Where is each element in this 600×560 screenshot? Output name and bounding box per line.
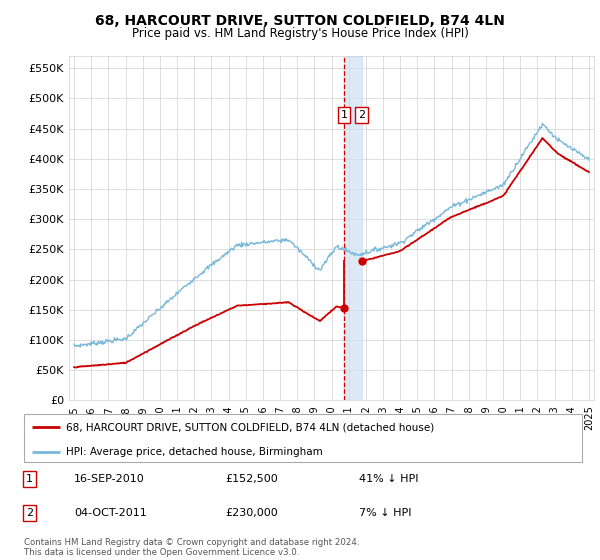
FancyBboxPatch shape [24, 414, 582, 462]
Text: 1: 1 [340, 110, 347, 120]
Text: 16-SEP-2010: 16-SEP-2010 [74, 474, 145, 484]
Text: £152,500: £152,500 [225, 474, 278, 484]
Text: 68, HARCOURT DRIVE, SUTTON COLDFIELD, B74 4LN: 68, HARCOURT DRIVE, SUTTON COLDFIELD, B7… [95, 14, 505, 28]
Text: 2: 2 [358, 110, 365, 120]
Bar [344, 56, 362, 400]
Text: £230,000: £230,000 [225, 508, 278, 518]
Text: 2: 2 [26, 508, 33, 518]
Text: Contains HM Land Registry data © Crown copyright and database right 2024.
This d: Contains HM Land Registry data © Crown c… [24, 538, 359, 557]
Text: 41% ↓ HPI: 41% ↓ HPI [359, 474, 418, 484]
Text: HPI: Average price, detached house, Birmingham: HPI: Average price, detached house, Birm… [66, 446, 323, 456]
Text: 68, HARCOURT DRIVE, SUTTON COLDFIELD, B74 4LN (detached house): 68, HARCOURT DRIVE, SUTTON COLDFIELD, B7… [66, 422, 434, 432]
Text: Price paid vs. HM Land Registry's House Price Index (HPI): Price paid vs. HM Land Registry's House … [131, 27, 469, 40]
Text: 7% ↓ HPI: 7% ↓ HPI [359, 508, 412, 518]
Text: 04-OCT-2011: 04-OCT-2011 [74, 508, 147, 518]
Text: 1: 1 [26, 474, 33, 484]
